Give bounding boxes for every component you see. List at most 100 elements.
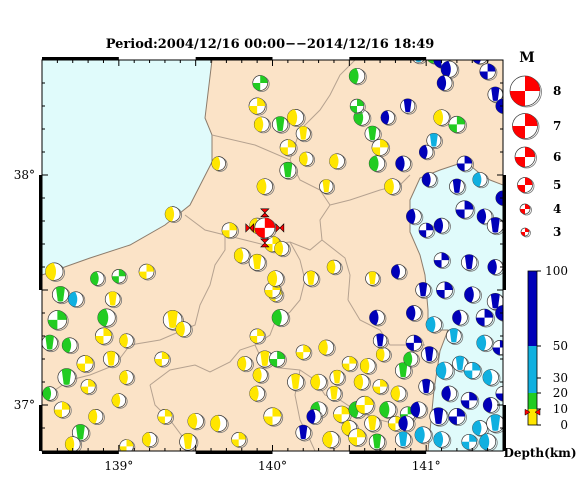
earthquake-event (398, 415, 416, 433)
earthquake-event (142, 431, 159, 449)
earthquake-event (67, 291, 86, 309)
frame-band (39, 175, 42, 290)
event-quadrant (283, 162, 293, 178)
event-quadrant (254, 217, 275, 238)
event-quadrant (348, 428, 366, 446)
earthquake-event (221, 222, 239, 240)
event-quadrant (419, 145, 428, 159)
depth-band (528, 271, 537, 346)
event-quadrant (515, 147, 535, 167)
event-quadrant (349, 68, 359, 84)
event-quadrant (395, 156, 405, 171)
magnitude-legend-label: 7 (553, 119, 561, 133)
event-quadrant (441, 386, 451, 401)
earthquake-event (97, 308, 118, 328)
event-quadrant (376, 333, 384, 347)
magnitude-legend: M 8 7 6 5 4 3 (509, 50, 561, 239)
event-quadrant (119, 370, 128, 385)
event-quadrant (464, 286, 474, 303)
y-tick-label: 38° (14, 168, 35, 182)
earthquake-event (249, 328, 267, 345)
border-line (329, 174, 411, 206)
event-quadrant (464, 254, 474, 270)
event-quadrant (249, 386, 259, 401)
earthquake-event (449, 178, 467, 196)
earthquake-event (368, 155, 387, 173)
magnitude-legend-header: M (519, 50, 535, 66)
earthquake-event (441, 385, 459, 403)
highlight-marker (260, 208, 270, 218)
earthquake-event (119, 439, 136, 451)
event-quadrant (437, 75, 447, 91)
event-quadrant (369, 310, 379, 326)
frame-band (42, 57, 119, 60)
earthquake-event (164, 206, 182, 223)
depth-tick-label: 100 (545, 264, 568, 278)
depth-legend-title: Depth(km) (503, 446, 576, 460)
event-quadrant (260, 350, 270, 366)
earthquake-event (425, 316, 444, 334)
earthquake-event (436, 281, 455, 300)
earthquake-event (179, 433, 199, 451)
event-quadrant (510, 76, 540, 106)
event-quadrant (434, 252, 450, 268)
event-quadrant (299, 152, 308, 166)
event-quadrant (65, 436, 75, 451)
event-quadrant (68, 291, 78, 307)
event-shadow (473, 60, 490, 66)
earthquake-event (326, 385, 344, 403)
event-quadrant (455, 200, 474, 219)
event-quadrant (274, 241, 284, 256)
earthquake-event (433, 431, 452, 449)
earthquake-event (111, 269, 128, 285)
earthquake-event (322, 431, 341, 450)
earthquake-event (395, 155, 413, 173)
highlight-event (245, 208, 285, 248)
earthquake-event (415, 282, 433, 299)
event-quadrant (479, 63, 496, 80)
event-quadrant (237, 356, 247, 371)
earthquake-event (268, 350, 287, 369)
event-quadrant (476, 335, 487, 351)
earthquake-event (359, 358, 378, 375)
event-quadrant (47, 310, 67, 330)
event-quadrant (436, 362, 447, 379)
event-quadrant (354, 374, 364, 390)
event-quadrant (487, 259, 497, 275)
earthquake-event (475, 308, 495, 328)
event-quadrant (267, 270, 278, 287)
earthquake-event (61, 337, 80, 355)
event-quadrant (272, 309, 282, 326)
event-quadrant (119, 333, 128, 348)
event-quadrant (414, 426, 425, 444)
event-quadrant (61, 368, 72, 385)
earthquake-event (479, 63, 498, 81)
event-quadrant (249, 97, 266, 115)
event-quadrant (427, 60, 435, 64)
event-quadrant (465, 41, 473, 55)
magnitude-legend-ball (514, 146, 537, 169)
event-quadrant (310, 374, 321, 390)
earthquake-event (329, 369, 347, 386)
earthquake-event (394, 431, 413, 449)
event-quadrant (418, 282, 428, 297)
earthquake-event (400, 98, 417, 115)
event-quadrant (398, 431, 408, 447)
event-quadrant (379, 401, 390, 418)
earthquake-event (272, 116, 290, 134)
event-quadrant (142, 432, 151, 447)
event-quadrant (479, 433, 490, 450)
earthquake-event (486, 414, 503, 434)
frame-band (503, 405, 506, 451)
event-quadrant (521, 228, 529, 236)
event-quadrant (455, 356, 465, 371)
earthquake-event (187, 412, 206, 431)
event-quadrant (253, 367, 262, 383)
earthquake-event (119, 370, 136, 386)
earthquake-event (463, 362, 483, 381)
event-quadrant (167, 310, 178, 328)
event-quadrant (287, 109, 298, 126)
earthquake-event (295, 344, 313, 361)
event-quadrant (75, 424, 85, 440)
